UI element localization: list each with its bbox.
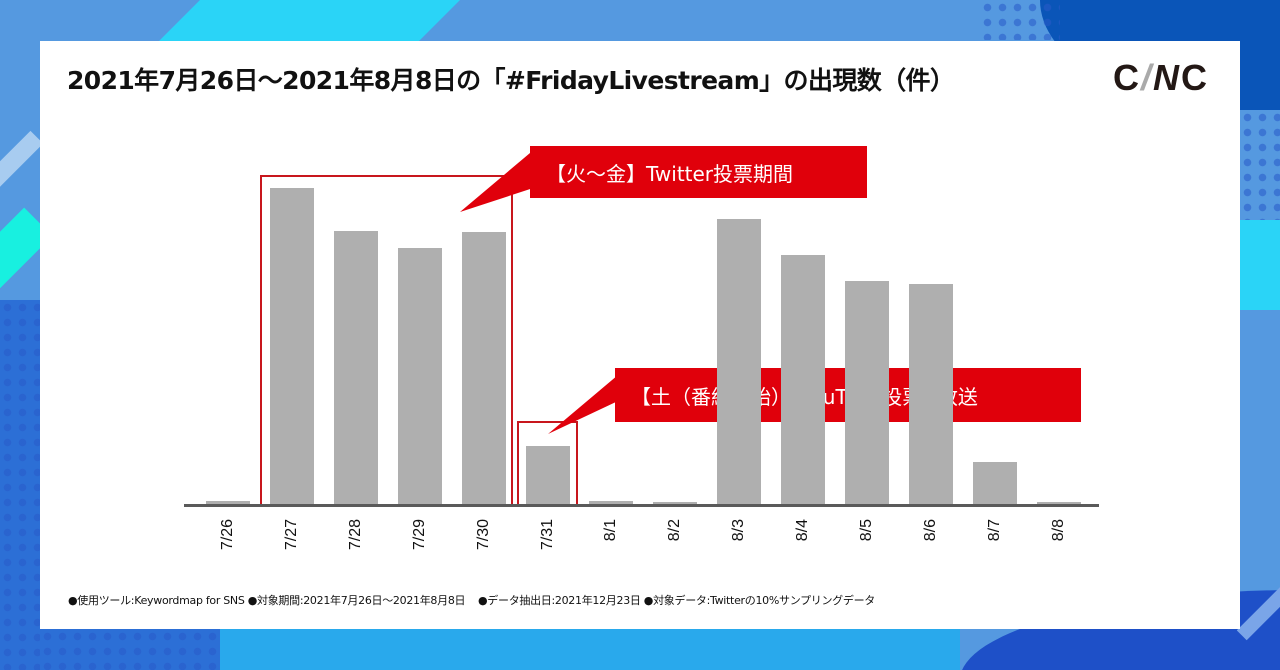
- bg-dots-right: [1240, 110, 1280, 230]
- bar-8-8: [1036, 502, 1081, 505]
- bar-chart: 【火〜金】Twitter投票期間 【土（番組開始）】YouTube投票&放送 7…: [40, 41, 1240, 629]
- x-label-7-27: 7/27: [282, 519, 300, 551]
- x-label-8-7: 8/7: [985, 519, 1003, 542]
- bar-7-27: [269, 188, 314, 505]
- bar-8-3: [717, 219, 762, 505]
- bar-8-7: [972, 462, 1017, 505]
- bar-7-30: [461, 232, 506, 505]
- x-label-8-4: 8/4: [794, 519, 812, 542]
- callout-weekdays: 【火〜金】Twitter投票期間: [530, 146, 867, 198]
- x-label-7-26: 7/26: [219, 519, 236, 551]
- cinc-logo: C/NC: [1113, 57, 1210, 98]
- chart-card: 2021年7月26日〜2021年8月8日の「#FridayLivestream」…: [40, 41, 1240, 629]
- x-label-8-3: 8/3: [730, 519, 748, 542]
- x-axis-line: [184, 504, 1099, 507]
- bar-8-5: [845, 281, 889, 505]
- bg-light-stripe-left: [0, 130, 44, 208]
- bar-7-28: [333, 231, 378, 505]
- bg-dots-left: [0, 300, 40, 670]
- x-label-8-6: 8/6: [921, 519, 939, 542]
- bar-8-4: [781, 255, 826, 505]
- bar-7-29: [397, 248, 442, 505]
- bg-cyan-bottom: [220, 629, 960, 670]
- x-label-8-1: 8/1: [602, 519, 620, 542]
- source-footnote: ●使用ツール:Keywordmap for SNS ●対象期間:2021年7月2…: [68, 594, 875, 607]
- x-label-7-31: 7/31: [538, 519, 556, 551]
- x-label-7-29: 7/29: [410, 519, 428, 551]
- x-label-8-2: 8/2: [666, 519, 684, 542]
- bar-7-31: [525, 446, 570, 505]
- bg-cyan-stripe-right: [1240, 220, 1280, 310]
- bar-8-2: [653, 502, 698, 505]
- bar-8-6: [908, 284, 953, 505]
- x-label-7-30: 7/30: [474, 519, 492, 551]
- bar-7-26: [206, 501, 250, 505]
- x-label-8-5: 8/5: [858, 519, 875, 542]
- x-label-7-28: 7/28: [346, 519, 364, 551]
- chart-title: 2021年7月26日〜2021年8月8日の「#FridayLivestream」…: [67, 66, 955, 95]
- bg-dots-top-right: [980, 0, 1060, 40]
- bar-8-1: [589, 501, 634, 505]
- callout-tail-saturday: [548, 375, 618, 434]
- x-label-8-8: 8/8: [1049, 519, 1067, 542]
